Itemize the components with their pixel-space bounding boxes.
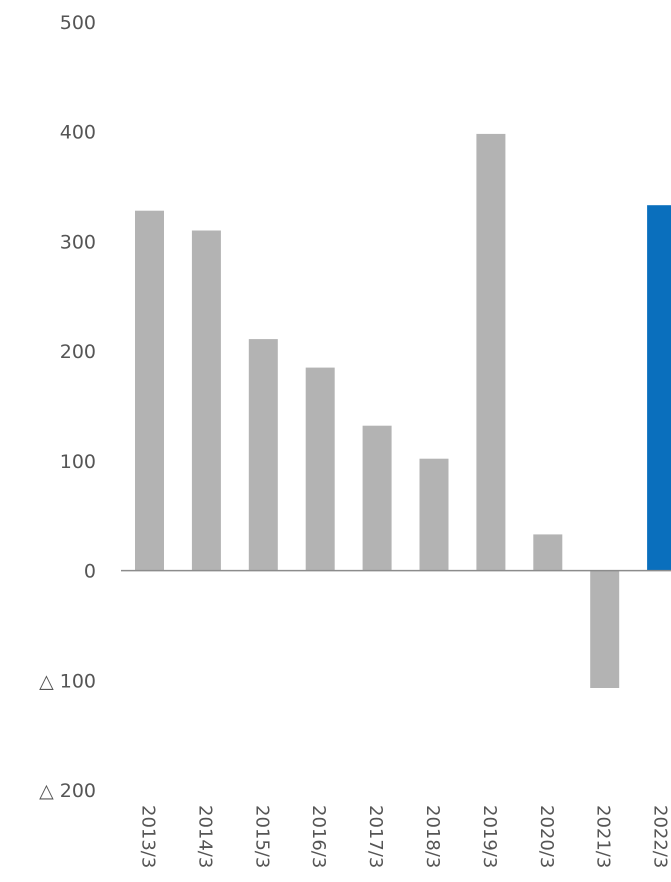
y-tick-label: 200	[60, 341, 96, 363]
y-tick-label: 300	[60, 231, 96, 253]
y-tick-label: 100	[60, 451, 96, 473]
x-tick-label: 2016/3	[308, 805, 329, 868]
y-tick-label: 400	[60, 122, 96, 144]
bar-2022-3	[647, 205, 671, 571]
bar-2020-3	[533, 534, 563, 571]
x-tick-label: 2018/3	[422, 805, 443, 868]
bar-2016-3	[305, 367, 335, 571]
bar-2019-3	[476, 133, 506, 571]
bar-2013-3	[135, 210, 164, 571]
y-tick-label: 500	[60, 12, 96, 34]
x-tick-label: 2013/3	[138, 805, 159, 868]
bar-2021-3	[590, 570, 620, 688]
y-tick-label: △ 200	[39, 780, 96, 802]
bar-2017-3	[362, 425, 392, 571]
y-tick-label: △ 100	[39, 670, 96, 692]
x-tick-label: 2015/3	[251, 805, 272, 868]
x-tick-label: 2021/3	[593, 805, 614, 868]
x-axis-labels: 2013/3 2014/3 2015/3 2016/3 2017/3 2018/3 2019…	[138, 805, 671, 868]
x-tick-label: 2017/3	[365, 805, 386, 868]
bars	[135, 133, 671, 688]
bar-2018-3	[419, 458, 449, 571]
x-tick-label: 2014/3	[194, 805, 215, 868]
y-axis-labels: 500 400 300 200 100 0 △ 100 △ 200	[39, 12, 96, 802]
x-tick-label: 2022/3	[650, 805, 671, 868]
bar-2015-3	[248, 339, 278, 571]
x-tick-label: 2019/3	[479, 805, 500, 868]
x-tick-label: 2020/3	[536, 805, 557, 868]
bar-2014-3	[191, 230, 221, 571]
y-tick-label: 0	[84, 561, 96, 583]
